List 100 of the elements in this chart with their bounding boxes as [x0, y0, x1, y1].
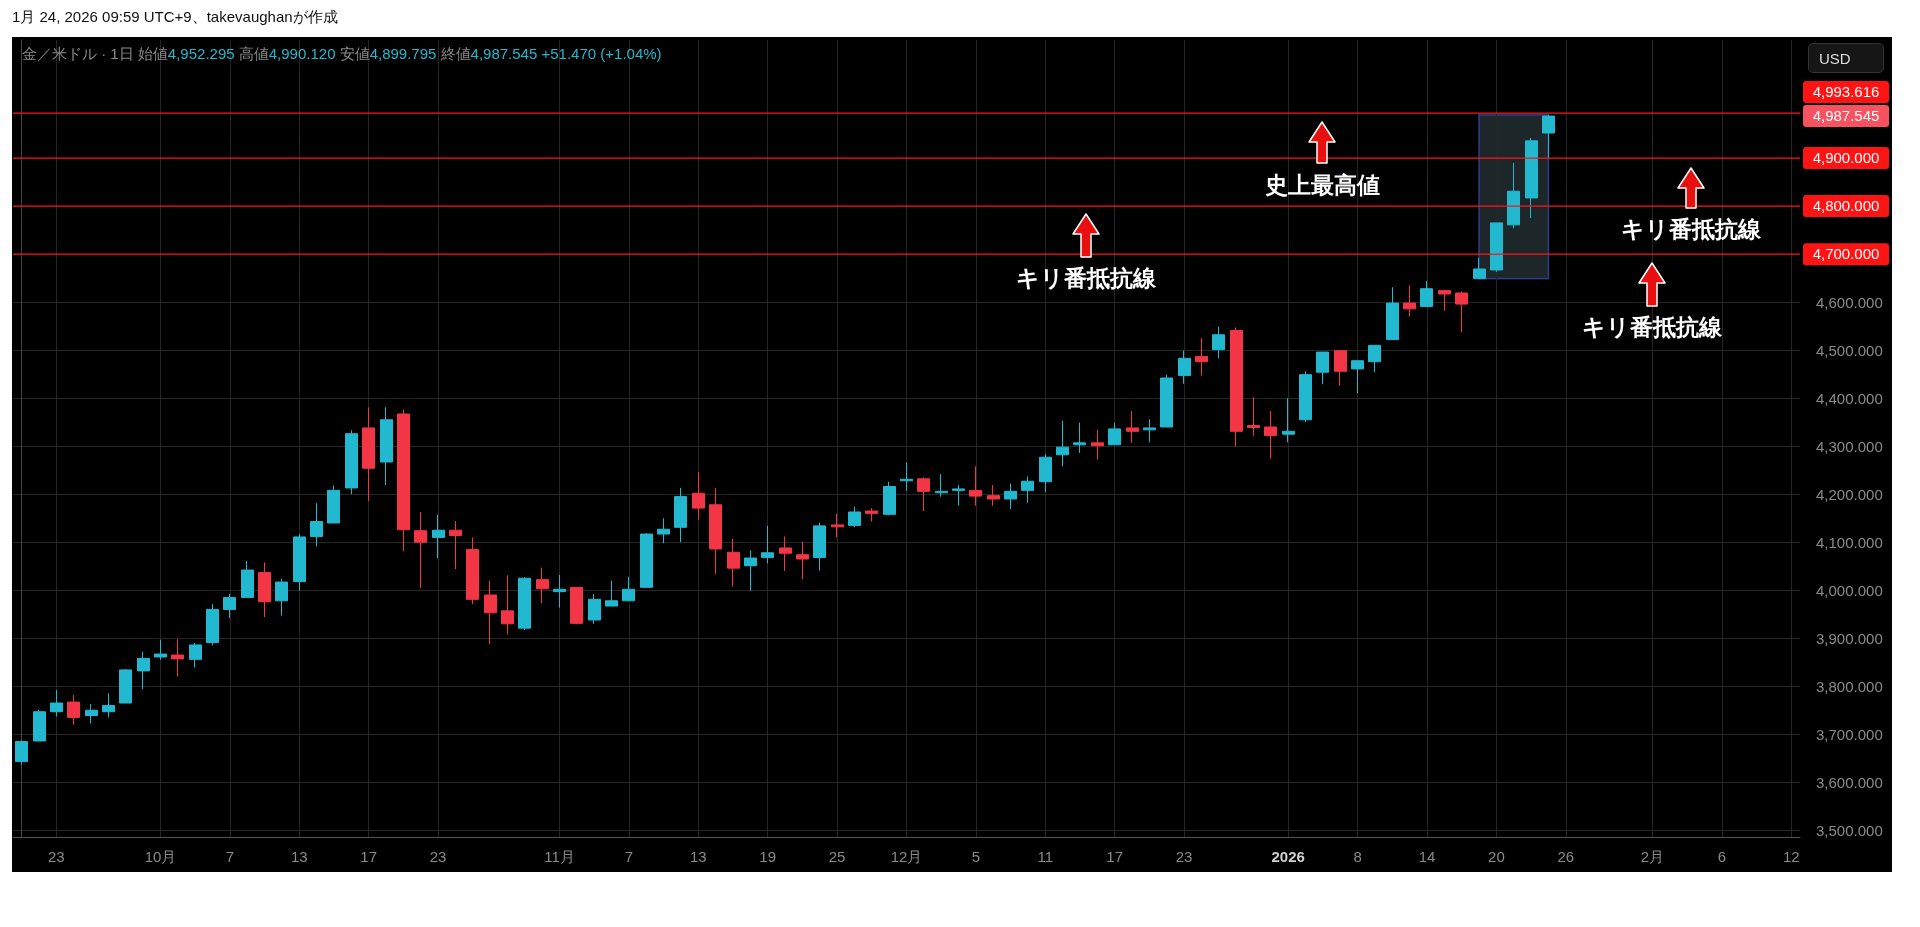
- x-tick-label: 10月: [144, 848, 177, 865]
- candlestick: [275, 578, 288, 617]
- y-tick-label: 4,000.000: [1816, 581, 1883, 599]
- x-tick-label: 7: [624, 848, 634, 865]
- x-tick-label: 17: [360, 848, 378, 865]
- candlestick: [553, 574, 566, 608]
- x-tick-label: 20: [1488, 848, 1505, 865]
- candlestick: [258, 561, 271, 618]
- x-tick-label: 13: [290, 848, 308, 865]
- candlestick: [1299, 370, 1312, 423]
- candlestick: [154, 639, 167, 661]
- candlestick: [1368, 344, 1381, 373]
- candlestick: [1021, 475, 1034, 504]
- candlestick: [1334, 350, 1347, 387]
- x-tick-label: 11月: [544, 848, 575, 865]
- candlestick: [605, 580, 618, 607]
- x-tick-label: 12: [1782, 848, 1800, 865]
- candlestick: [796, 541, 809, 580]
- candlestick: [1143, 418, 1156, 443]
- candlestick: [432, 514, 445, 559]
- candlestick: [1282, 397, 1295, 443]
- y-tick-label: 4,600.000: [1816, 293, 1883, 311]
- candlestick: [501, 574, 514, 635]
- x-tick-label: 5: [971, 848, 981, 865]
- y-tick-label: 4,300.000: [1816, 437, 1883, 455]
- candlestick: [744, 549, 757, 592]
- candlestick: [1316, 351, 1329, 385]
- candlestick: [952, 484, 965, 507]
- candlestick: [1160, 374, 1173, 428]
- x-tick-label: 11: [1037, 848, 1054, 865]
- candlestick: [484, 580, 497, 645]
- candlestick: [1403, 284, 1416, 318]
- candlestick: [241, 560, 254, 598]
- candlestick: [1473, 257, 1486, 280]
- candlestick: [50, 689, 63, 717]
- y-tick-label: 4,200.000: [1816, 485, 1883, 503]
- candlestick: [1004, 483, 1017, 510]
- candlestick: [969, 465, 982, 507]
- candlestick: [831, 513, 844, 538]
- candlestick: [727, 538, 740, 587]
- candlestick: [761, 525, 774, 564]
- candlestick: [1438, 289, 1451, 312]
- ref-line-label: 4,800.000: [1812, 197, 1880, 215]
- candlestick: [1039, 453, 1052, 493]
- x-tick-label: 6: [1717, 848, 1727, 865]
- candlestick: [536, 567, 549, 604]
- candlestick: [1178, 350, 1191, 385]
- text: 4,987.545: [1812, 107, 1880, 125]
- candlestick: [327, 485, 340, 524]
- y-tick-label: 4,500.000: [1816, 341, 1883, 359]
- candlestick: [102, 692, 115, 718]
- candlestick: [865, 507, 878, 523]
- candlestick: [189, 642, 202, 669]
- x-tick-label: 17: [1106, 848, 1124, 865]
- candlestick: [1247, 396, 1260, 437]
- candlestick: [622, 576, 635, 602]
- x-tick-label: 26: [1557, 848, 1575, 865]
- candlestick: [345, 429, 358, 495]
- candlestick: [1542, 114, 1555, 159]
- candlestick: [1386, 286, 1399, 341]
- candlestick: [33, 709, 46, 742]
- candlestick: [414, 511, 427, 589]
- candlestick: [119, 668, 132, 704]
- y-tick-label: 3,900.000: [1816, 629, 1883, 647]
- candlestick: [692, 471, 705, 521]
- x-tick-label: 2026: [1271, 848, 1305, 865]
- candlestick: [1455, 291, 1468, 333]
- candlestick: [1264, 410, 1277, 460]
- x-tick-label: 14: [1418, 848, 1436, 865]
- candlestick: [223, 593, 236, 619]
- y-tick-label: 3,600.000: [1816, 773, 1883, 791]
- x-tick-label: 2月: [1640, 848, 1665, 865]
- annotation: キリ番抵抗線: [1621, 216, 1762, 242]
- chart-title: 金／米ドル · 1日: [22, 45, 135, 62]
- candlestick: [1507, 162, 1520, 229]
- candlestick: [1420, 280, 1433, 307]
- candlestick: [380, 406, 393, 486]
- annotation: キリ番抵抗線: [1016, 265, 1157, 291]
- candlestick: [1525, 137, 1538, 219]
- candlestick: [15, 740, 28, 766]
- candlestick: [449, 520, 462, 570]
- text: 1月 24, 2026 09:59 UTC+9、takevaughanが作成: [12, 8, 338, 27]
- candlestick: [85, 703, 98, 724]
- candlestick: [900, 462, 913, 492]
- candlestick: [917, 476, 930, 512]
- candlestick: [935, 473, 948, 498]
- x-tick-label: 12月: [890, 848, 923, 865]
- ref-line-label: 4,900.000: [1812, 149, 1880, 167]
- candlestick: [709, 487, 722, 575]
- candlestick: [1056, 420, 1069, 467]
- y-axis-title: USD: [1808, 43, 1884, 73]
- candlestick: [466, 536, 479, 605]
- candlestick: [1073, 422, 1086, 454]
- candlestick: [813, 522, 826, 572]
- candlestick: [293, 533, 306, 592]
- candlestick: [1091, 429, 1104, 461]
- candlestick: [1126, 410, 1139, 444]
- text: 始値4,952.295 高値4,990.120 安値4,899.795 終値4,987.545 +51.470 (+1.04%): [137, 45, 662, 62]
- x-tick-label: 13: [689, 848, 707, 865]
- candlestick: [67, 694, 80, 726]
